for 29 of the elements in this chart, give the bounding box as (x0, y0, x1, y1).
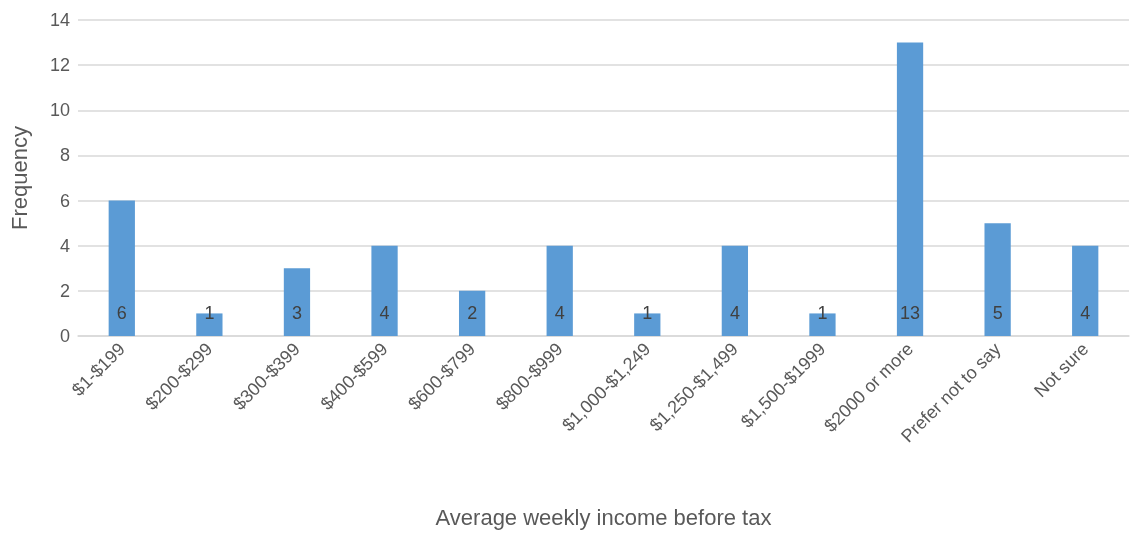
data-label: 4 (554, 303, 565, 323)
data-label: 13 (900, 303, 921, 323)
data-label: 4 (379, 303, 390, 323)
bar (984, 223, 1011, 336)
x-axis-title: Average weekly income before tax (435, 504, 772, 530)
y-axis-title: Frequency (6, 126, 32, 230)
y-tick-label: 0 (59, 326, 70, 346)
y-tick-label: 14 (49, 10, 70, 30)
data-label: 5 (992, 303, 1003, 323)
y-tick-label: 2 (59, 280, 70, 301)
bar (283, 268, 311, 336)
bar (108, 200, 135, 336)
bar (896, 42, 924, 336)
data-label: 4 (1080, 303, 1091, 323)
data-label: 4 (729, 303, 740, 323)
bar (1072, 245, 1099, 336)
data-label: 2 (467, 303, 478, 323)
bar (546, 245, 573, 336)
x-tick-label: Not sure (1030, 338, 1093, 402)
bar (458, 290, 486, 336)
data-label: 3 (291, 303, 302, 323)
bar (371, 245, 398, 336)
y-tick-label: 6 (59, 190, 70, 211)
bar (721, 245, 749, 336)
y-tick-label: 4 (59, 235, 70, 256)
y-tick-label: 12 (49, 55, 70, 76)
y-tick-label: 10 (49, 100, 70, 121)
y-tick-label: 8 (59, 145, 70, 166)
data-label: 6 (116, 303, 127, 323)
